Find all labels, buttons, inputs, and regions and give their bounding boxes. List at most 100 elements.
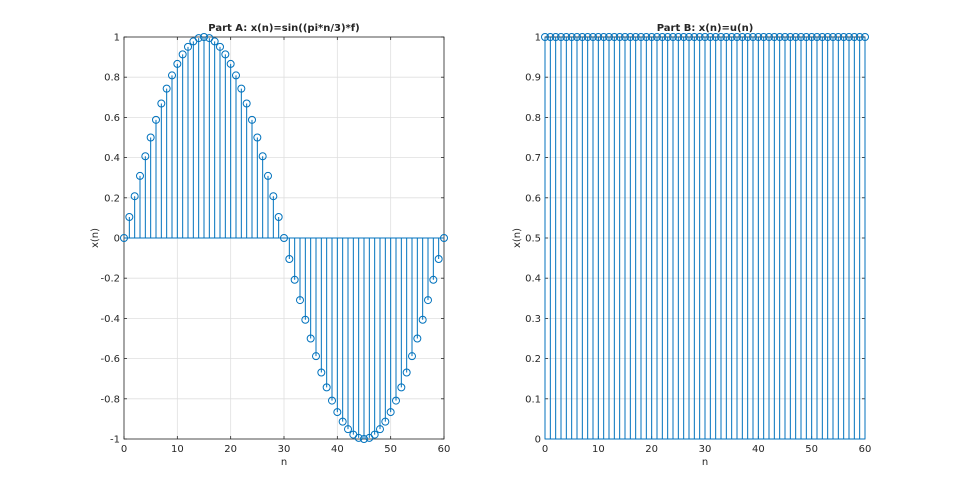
stem-marker xyxy=(562,33,571,41)
chart-title: Part A: x(n)=sin((pi*n/3)*f) xyxy=(208,23,359,34)
stem-marker xyxy=(344,425,352,434)
stem-marker xyxy=(354,433,363,442)
stem-marker xyxy=(818,33,827,41)
stem-marker xyxy=(727,33,736,41)
stem-marker xyxy=(120,234,128,242)
stem-marker xyxy=(599,33,608,41)
stem-marker xyxy=(573,33,581,41)
y-tick-label: 0.3 xyxy=(525,314,541,325)
y-tick-label: 0.2 xyxy=(104,193,120,204)
stem-marker xyxy=(178,50,187,59)
stem-marker xyxy=(658,33,667,41)
stem-marker xyxy=(200,33,208,41)
stem-marker xyxy=(839,33,848,41)
stem-marker xyxy=(589,33,597,41)
stem-marker xyxy=(141,152,150,161)
stem-marker xyxy=(376,425,384,434)
stem-marker xyxy=(578,33,587,41)
stem-marker xyxy=(392,396,400,405)
stem-marker xyxy=(429,275,438,284)
y-axis-label: x(n) xyxy=(512,228,523,248)
stem-marker xyxy=(605,33,613,41)
stem-marker xyxy=(322,383,331,392)
stem-marker xyxy=(802,33,811,41)
y-tick-label: 0.5 xyxy=(525,234,541,245)
stem-marker xyxy=(130,192,139,201)
stem-marker xyxy=(663,33,672,41)
stem-marker xyxy=(312,352,320,361)
stem-marker xyxy=(829,33,837,41)
stem-marker xyxy=(397,383,406,392)
series xyxy=(541,33,869,440)
stem-marker xyxy=(690,33,699,41)
stem-marker xyxy=(701,33,709,41)
stem-marker xyxy=(168,71,176,80)
y-tick-label: 0.9 xyxy=(525,73,541,84)
stem-marker xyxy=(237,84,246,93)
y-tick-label: -0.4 xyxy=(100,314,120,325)
y-tick-label: 0.2 xyxy=(525,354,541,365)
stem-marker xyxy=(434,255,443,264)
series xyxy=(120,33,448,443)
x-tick-label: 0 xyxy=(121,444,127,455)
stem-marker xyxy=(557,33,565,41)
stem-marker xyxy=(754,33,763,41)
stem-marker xyxy=(615,33,624,41)
stem-marker xyxy=(861,33,869,41)
stem-marker xyxy=(370,430,379,439)
x-tick-label: 10 xyxy=(592,444,605,455)
stem-marker xyxy=(621,33,629,41)
x-tick-label: 30 xyxy=(278,444,291,455)
y-tick-label: 0 xyxy=(114,234,120,245)
plot-part-a: Part A: x(n)=sin((pi*n/3)*f) n x(n) 0 10 2… xyxy=(90,23,450,468)
stem-marker xyxy=(413,334,422,343)
stem-marker xyxy=(418,315,427,324)
stem-marker xyxy=(301,315,310,324)
stem-marker xyxy=(290,275,299,284)
stem-marker xyxy=(152,115,160,124)
stem-marker xyxy=(424,296,432,305)
x-tick-label: 50 xyxy=(384,444,397,455)
stem-marker xyxy=(253,133,262,142)
stem-marker xyxy=(711,33,720,41)
stem-marker xyxy=(125,212,134,221)
x-tick-label: 30 xyxy=(699,444,712,455)
y-tick-label: 0.4 xyxy=(525,274,541,285)
stem-marker xyxy=(765,33,773,41)
stem-marker xyxy=(162,84,171,93)
y-tick-label: 0.7 xyxy=(525,153,541,164)
y-tick-label: 0.8 xyxy=(104,73,120,84)
stem-marker xyxy=(216,42,224,51)
stem-marker xyxy=(791,33,800,41)
x-tick-label: 40 xyxy=(752,444,765,455)
stem-marker xyxy=(242,99,251,108)
y-tick-label: 0.6 xyxy=(104,113,120,124)
stem-marker xyxy=(146,133,155,142)
stem-marker xyxy=(855,33,864,41)
stem-marker xyxy=(669,33,677,41)
stem-marker xyxy=(184,42,192,51)
y-tick-label: -1 xyxy=(110,435,120,446)
stem-marker xyxy=(637,33,645,41)
stem-marker xyxy=(626,33,635,41)
stem-marker xyxy=(551,33,560,41)
stem-marker xyxy=(136,171,144,180)
stem-marker xyxy=(408,352,416,361)
stem-marker xyxy=(232,71,240,80)
x-tick-label: 50 xyxy=(805,444,818,455)
x-axis-label: n xyxy=(281,457,287,468)
stem-marker xyxy=(759,33,768,41)
stem-marker xyxy=(258,152,267,161)
stem-marker xyxy=(360,435,368,443)
y-tick-label: 0.1 xyxy=(525,394,541,405)
stem-marker xyxy=(631,33,640,41)
stem-marker xyxy=(749,33,757,41)
stem-marker xyxy=(679,33,688,41)
stem-marker xyxy=(328,396,336,405)
stem-marker xyxy=(285,255,294,264)
stem-marker xyxy=(834,33,843,41)
x-tick-label: 20 xyxy=(224,444,237,455)
y-tick-label: -0.6 xyxy=(100,354,120,365)
stem-marker xyxy=(567,33,576,41)
y-tick-label: -0.2 xyxy=(100,274,120,285)
